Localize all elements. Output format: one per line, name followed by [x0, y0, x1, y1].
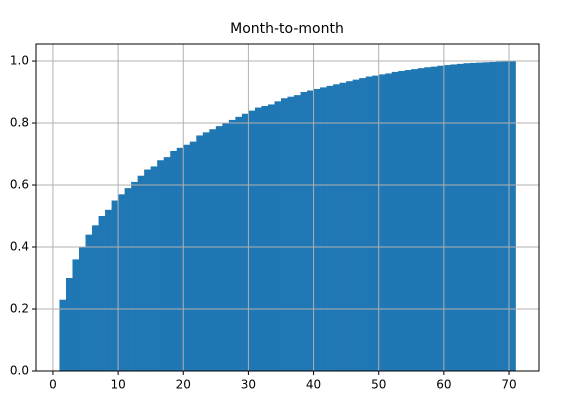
- bar: [287, 96, 295, 371]
- bar: [111, 200, 119, 371]
- bar: [333, 84, 340, 372]
- x-tick-label: 0: [49, 378, 57, 392]
- y-tick-label: 0.2: [10, 302, 29, 316]
- bar: [385, 73, 393, 371]
- bar: [437, 65, 445, 371]
- bar: [170, 150, 178, 371]
- bar: [469, 62, 477, 372]
- bar: [176, 147, 184, 371]
- bar: [215, 126, 223, 371]
- bar: [65, 278, 73, 371]
- x-tick-label: 20: [176, 378, 191, 392]
- y-tick-label: 0.0: [10, 364, 29, 378]
- bar: [463, 63, 471, 371]
- bar: [150, 166, 158, 371]
- bar: [189, 141, 197, 371]
- bar: [254, 107, 262, 371]
- bar: [209, 129, 217, 371]
- bar: [443, 65, 451, 371]
- bar: [489, 61, 497, 371]
- bar: [391, 71, 399, 371]
- bar: [280, 98, 288, 372]
- bar: [157, 160, 165, 371]
- bar: [456, 63, 464, 371]
- bar: [495, 61, 503, 371]
- bar: [59, 299, 67, 371]
- bar: [92, 225, 99, 371]
- bar: [137, 175, 145, 371]
- bar: [482, 62, 490, 372]
- bar: [476, 62, 484, 371]
- y-tick-label: 1.0: [10, 54, 29, 68]
- bar: [267, 104, 275, 371]
- bar: [163, 157, 171, 371]
- bar: [417, 68, 425, 371]
- y-tick-label: 0.8: [10, 116, 29, 130]
- bar: [274, 101, 282, 371]
- bar: [326, 85, 334, 372]
- x-tick-label: 10: [110, 378, 125, 392]
- x-tick-label: 40: [306, 378, 321, 392]
- bar: [307, 90, 314, 371]
- bar: [248, 110, 256, 372]
- bar: [124, 188, 132, 371]
- chart-title: Month-to-month: [230, 21, 344, 37]
- bar: [313, 88, 321, 372]
- bar: [196, 135, 204, 371]
- x-tick-label: 60: [436, 378, 451, 392]
- bar: [183, 144, 191, 371]
- bar: [85, 234, 93, 371]
- x-tick-label: 70: [501, 378, 516, 392]
- bar: [241, 113, 249, 372]
- bar: [424, 67, 432, 371]
- bar: [509, 61, 516, 371]
- x-tick-label: 30: [241, 378, 256, 392]
- x-tick-label: 50: [371, 378, 386, 392]
- bar: [430, 66, 438, 372]
- bar: [339, 82, 347, 371]
- bar: [294, 95, 301, 371]
- bar: [398, 70, 406, 371]
- bar: [378, 74, 386, 371]
- bar: [72, 259, 80, 371]
- bar: [365, 76, 373, 372]
- bar: [372, 75, 380, 371]
- bar: [411, 69, 419, 371]
- bar: [144, 169, 151, 371]
- bar: [131, 181, 138, 371]
- bar: [450, 64, 458, 371]
- bar: [320, 87, 327, 371]
- bar: [404, 70, 412, 372]
- bar: [98, 216, 106, 371]
- bar: [202, 132, 210, 371]
- bar: [502, 61, 510, 371]
- bar: [228, 119, 236, 371]
- plot-frame: [35, 43, 540, 372]
- bar: [359, 78, 366, 371]
- bar: [352, 79, 360, 372]
- bar: [346, 81, 353, 372]
- y-tick-label: 0.6: [10, 178, 29, 192]
- bar: [261, 105, 269, 371]
- bar: [118, 194, 125, 371]
- bar: [235, 116, 243, 371]
- y-tick-label: 0.4: [10, 240, 29, 254]
- bar: [105, 209, 112, 371]
- bar: [300, 92, 308, 371]
